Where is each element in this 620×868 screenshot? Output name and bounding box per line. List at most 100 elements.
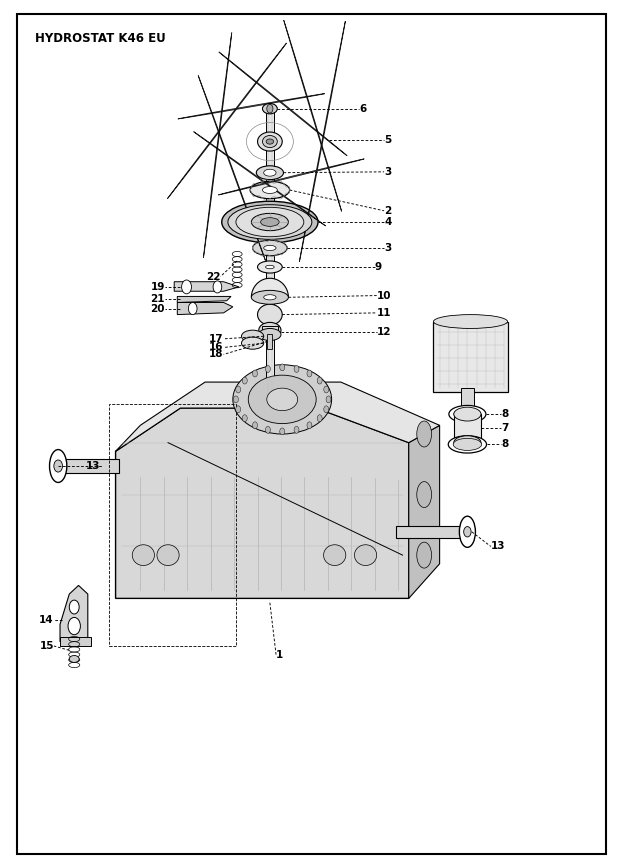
Text: 1: 1 [276,649,283,660]
Text: HYDROSTAT K46 EU: HYDROSTAT K46 EU [35,31,166,44]
Circle shape [307,370,312,377]
Circle shape [464,527,471,537]
Text: 13: 13 [491,542,505,551]
Bar [54,459,118,473]
Ellipse shape [157,545,179,566]
Ellipse shape [299,21,345,262]
Ellipse shape [454,407,481,421]
Text: 15: 15 [39,641,54,651]
Circle shape [68,617,81,635]
Circle shape [182,280,192,294]
Polygon shape [177,297,231,302]
Ellipse shape [267,388,298,411]
Circle shape [188,302,197,314]
Bar [262,326,278,334]
Ellipse shape [251,214,288,231]
Circle shape [236,386,241,393]
Text: 12: 12 [377,327,391,337]
Text: 16: 16 [209,343,224,352]
Ellipse shape [193,132,326,226]
Ellipse shape [264,295,276,299]
Ellipse shape [284,20,342,211]
Ellipse shape [132,545,154,566]
Circle shape [236,406,241,413]
Circle shape [326,396,331,403]
Ellipse shape [259,322,281,338]
Ellipse shape [448,436,487,453]
Bar [109,404,236,646]
Text: 20: 20 [151,304,165,313]
Ellipse shape [453,438,482,450]
Circle shape [324,386,329,393]
Ellipse shape [454,408,481,420]
Ellipse shape [222,201,318,243]
Ellipse shape [50,450,67,483]
Ellipse shape [260,218,279,227]
Text: 5: 5 [384,135,391,145]
Text: 22: 22 [206,272,221,281]
Circle shape [280,364,285,371]
Ellipse shape [256,166,283,180]
Ellipse shape [251,291,288,304]
Text: 2: 2 [384,206,391,216]
Ellipse shape [257,132,282,151]
Text: 10: 10 [377,291,391,300]
Polygon shape [115,408,409,598]
Circle shape [294,365,299,372]
Ellipse shape [69,655,79,662]
Ellipse shape [198,76,265,260]
Ellipse shape [265,266,274,269]
Polygon shape [251,279,288,298]
Ellipse shape [266,139,273,144]
Text: 6: 6 [360,103,366,114]
Text: 8: 8 [502,439,508,450]
Circle shape [317,415,322,422]
Text: 13: 13 [86,461,100,471]
Bar [461,388,474,414]
Circle shape [265,365,270,372]
Circle shape [252,370,257,377]
Circle shape [265,426,270,433]
Ellipse shape [178,94,325,119]
Circle shape [267,104,273,113]
Text: 3: 3 [384,243,391,253]
Ellipse shape [262,187,277,194]
Polygon shape [60,585,88,641]
Ellipse shape [167,43,286,199]
Bar [454,414,481,443]
Text: 14: 14 [39,615,54,625]
Circle shape [294,426,299,433]
Ellipse shape [264,169,276,176]
Circle shape [252,422,257,429]
Text: 9: 9 [375,262,382,272]
Ellipse shape [454,436,481,450]
Ellipse shape [252,240,287,256]
Circle shape [242,415,247,422]
Text: 11: 11 [377,308,391,318]
Circle shape [54,460,63,472]
Text: 21: 21 [151,294,165,304]
Ellipse shape [417,542,432,569]
Bar [267,333,272,349]
Circle shape [317,377,322,384]
Ellipse shape [233,365,332,434]
Circle shape [234,396,239,403]
Ellipse shape [417,482,432,508]
Circle shape [213,281,222,293]
Bar [396,526,471,538]
Ellipse shape [228,205,312,240]
Ellipse shape [218,159,364,195]
Ellipse shape [259,328,281,340]
Ellipse shape [257,261,282,273]
Circle shape [307,422,312,429]
Text: 8: 8 [502,409,508,419]
Circle shape [242,377,247,384]
Ellipse shape [203,33,232,258]
Polygon shape [115,382,440,451]
Text: 4: 4 [384,217,391,227]
Ellipse shape [264,246,276,251]
Text: 17: 17 [209,334,224,344]
Ellipse shape [257,304,282,325]
Polygon shape [174,282,239,292]
Circle shape [324,406,329,413]
